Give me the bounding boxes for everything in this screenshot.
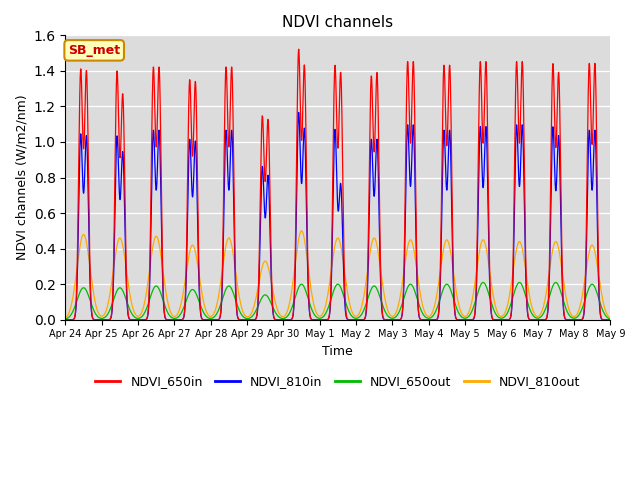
- X-axis label: Time: Time: [323, 345, 353, 358]
- Text: SB_met: SB_met: [68, 44, 120, 57]
- Y-axis label: NDVI channels (W/m2/nm): NDVI channels (W/m2/nm): [15, 95, 28, 260]
- Title: NDVI channels: NDVI channels: [282, 15, 394, 30]
- Legend: NDVI_650in, NDVI_810in, NDVI_650out, NDVI_810out: NDVI_650in, NDVI_810in, NDVI_650out, NDV…: [90, 370, 586, 393]
